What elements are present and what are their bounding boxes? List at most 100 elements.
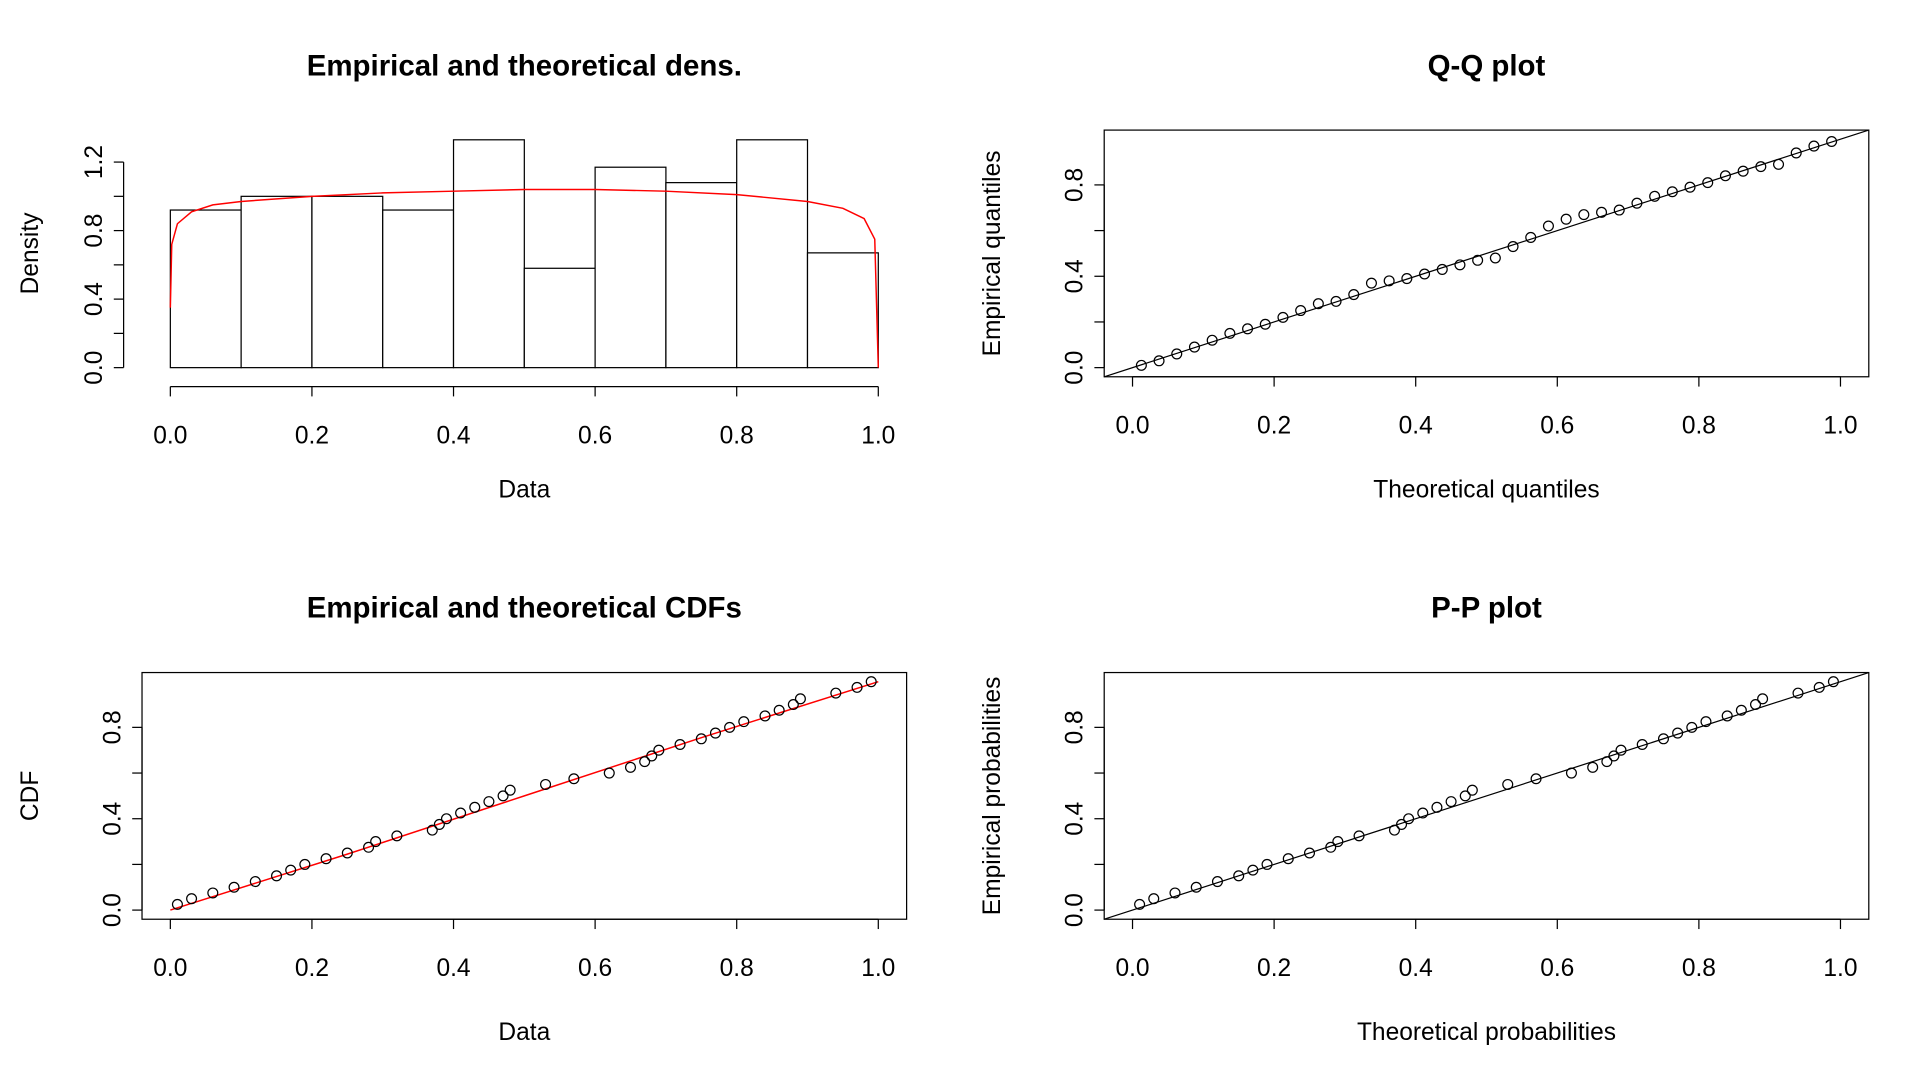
point (1206, 334, 1218, 346)
point (1303, 847, 1316, 859)
point (568, 773, 580, 785)
point (1171, 348, 1183, 360)
y-tick-label: 0.4 (81, 282, 108, 316)
point (1757, 693, 1769, 705)
point (455, 807, 467, 819)
point (1773, 158, 1785, 170)
point (370, 836, 382, 848)
point (1295, 305, 1307, 317)
y-axis-label: Empirical probabilities (979, 677, 1006, 916)
plot-box (1103, 671, 1870, 920)
point (1277, 311, 1289, 323)
point (1417, 807, 1429, 819)
point (1188, 341, 1200, 353)
point (391, 830, 403, 842)
y-tick-label: 0.8 (81, 214, 108, 248)
y-tick-label: 0.8 (99, 710, 126, 744)
point (1686, 721, 1698, 733)
point (787, 698, 799, 711)
point (1312, 298, 1324, 310)
point (1148, 893, 1160, 905)
point (483, 796, 495, 808)
x-tick-label: 0.4 (1399, 955, 1433, 982)
point (1813, 681, 1825, 693)
chart-title: Q-Q plot (1428, 49, 1546, 82)
x-tick-label: 0.0 (153, 955, 187, 982)
x-tick-label: 0.6 (578, 955, 612, 982)
point (1560, 213, 1572, 225)
point (1436, 263, 1448, 275)
y-tick-label: 1.2 (81, 145, 108, 179)
point (363, 841, 375, 853)
point (1466, 784, 1478, 796)
point (1657, 733, 1670, 745)
point (1502, 778, 1514, 790)
histogram-bar (806, 252, 879, 369)
x-tick-label: 0.0 (153, 422, 187, 449)
y-tick-label: 0.8 (1061, 710, 1088, 744)
point (1808, 140, 1820, 152)
point (1615, 744, 1627, 756)
point (285, 864, 297, 876)
histogram-bar (169, 209, 242, 369)
point (299, 858, 311, 870)
point (738, 716, 750, 728)
density-curve (169, 188, 880, 368)
point (1636, 738, 1648, 751)
point (646, 750, 658, 762)
point (440, 813, 452, 825)
point (639, 756, 651, 768)
point (851, 681, 863, 693)
point (1700, 716, 1712, 728)
point (1530, 773, 1542, 785)
x-tick-label: 0.0 (1115, 413, 1149, 440)
point (1750, 698, 1762, 711)
point (759, 710, 771, 722)
point (1790, 147, 1802, 159)
point (1702, 177, 1714, 189)
point (1224, 327, 1236, 339)
y-tick-label: 0.0 (99, 893, 126, 927)
point (1631, 197, 1643, 209)
point (433, 818, 445, 830)
point (1613, 204, 1625, 216)
histogram-bar (452, 139, 525, 369)
x-tick-label: 0.8 (1682, 413, 1716, 440)
y-tick-label: 0.0 (1061, 893, 1088, 927)
point (1134, 898, 1146, 910)
point (674, 738, 686, 751)
point (724, 721, 736, 733)
point (1684, 181, 1696, 193)
point (830, 687, 842, 699)
point (1507, 241, 1519, 253)
x-tick-label: 0.6 (578, 422, 612, 449)
point (1190, 881, 1202, 893)
x-tick-label: 0.2 (1257, 955, 1291, 982)
y-tick-label: 0.4 (1061, 259, 1088, 293)
point (1666, 186, 1678, 198)
histogram-bar (240, 195, 313, 369)
point (1353, 830, 1365, 842)
point (1827, 676, 1839, 688)
point (1542, 220, 1554, 232)
point (1419, 268, 1431, 280)
x-tick-label: 0.0 (1115, 955, 1149, 982)
x-tick-label: 0.8 (720, 422, 754, 449)
plot-box (1103, 129, 1870, 378)
x-tick-label: 0.2 (295, 955, 329, 982)
point (603, 767, 615, 779)
x-tick-label: 1.0 (861, 422, 895, 449)
y-axis-label: Empirical quantiles (979, 150, 1006, 356)
point (1826, 135, 1838, 148)
x-axis-label: Theoretical probabilities (1357, 1019, 1616, 1046)
x-tick-label: 1.0 (861, 955, 895, 982)
y-tick-label: 0.0 (81, 351, 108, 385)
point (469, 801, 481, 813)
y-axis-label: CDF (17, 771, 44, 821)
point (1135, 359, 1147, 371)
point (1282, 853, 1294, 865)
point (1672, 727, 1684, 739)
point (1396, 818, 1408, 830)
point (1719, 170, 1731, 182)
y-axis-label: Density (17, 212, 44, 295)
